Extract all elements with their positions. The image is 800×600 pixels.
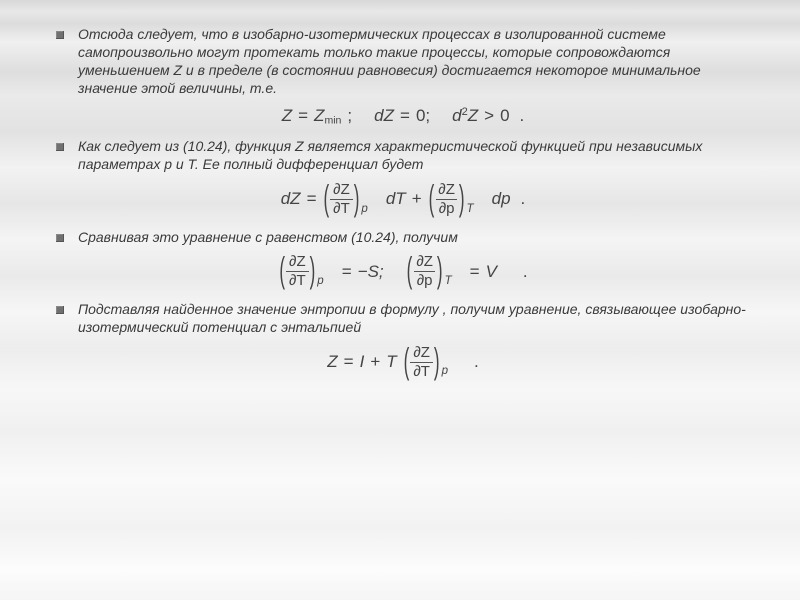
formula-2: dZ = ( ∂Z ∂T ) p dT + ( ∂Z [56,182,750,217]
list-item: Как следует из (10.24), функция Z являет… [56,138,750,174]
formula-4: Z = I + T ( ∂Z ∂T ) p . [56,345,750,380]
formula-3: ( ∂Z ∂T ) p = −S; ( ∂Z ∂p [56,254,750,289]
paragraph-text: Сравнивая это уравнение с равенством (10… [78,229,750,247]
bullet-list: Отсюда следует, что в изобарно-изотермич… [56,26,750,379]
list-item: Подставляя найденное значение энтропии в… [56,301,750,337]
formula-1: Z = Zmin ; dZ = 0; d2Z > 0 . [56,106,750,127]
paragraph-text: Подставляя найденное значение энтропии в… [78,301,750,337]
list-item: Сравнивая это уравнение с равенством (10… [56,229,750,247]
list-item: Отсюда следует, что в изобарно-изотермич… [56,26,750,98]
paragraph-text: Отсюда следует, что в изобарно-изотермич… [78,26,750,98]
paragraph-text: Как следует из (10.24), функция Z являет… [78,138,750,174]
slide: Отсюда следует, что в изобарно-изотермич… [0,0,800,600]
